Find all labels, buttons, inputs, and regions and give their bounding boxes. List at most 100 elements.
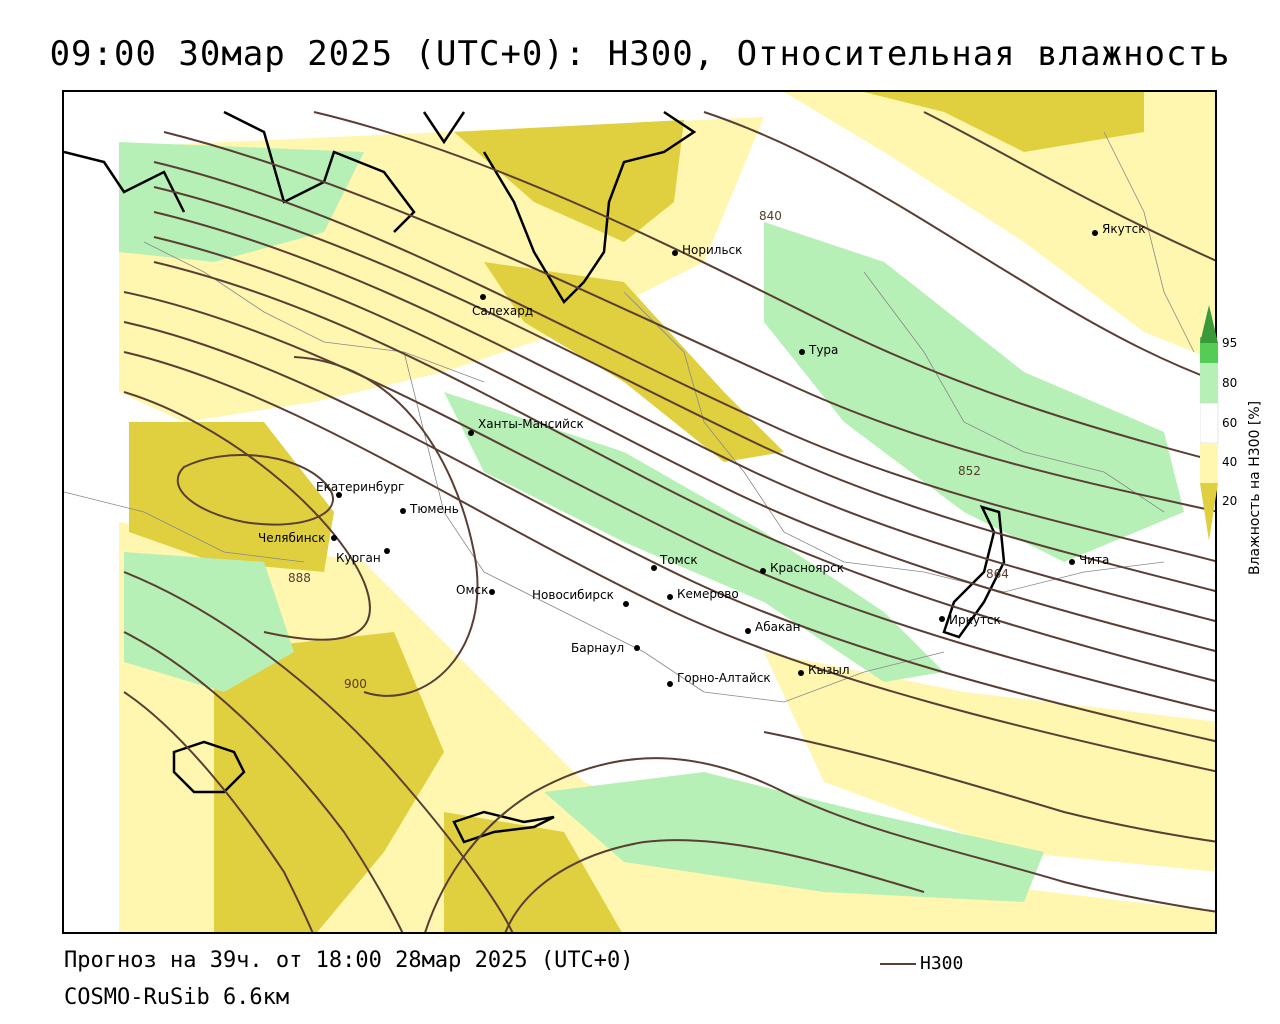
colorbar-tick: 60 [1222, 416, 1237, 430]
svg-text:Якутск: Якутск [1102, 222, 1146, 236]
humidity-field-very-low-kazakh [444, 812, 622, 932]
isoline [153, 211, 1215, 623]
city-kyzyl: Кызыл [798, 663, 850, 677]
map-title: 09:00 30мар 2025 (UTC+0): H300, Относите… [49, 34, 1231, 74]
city-chita: Чита [1069, 553, 1109, 567]
svg-text:Екатеринбург: Екатеринбург [316, 480, 404, 494]
city-yakutsk: Якутск [1092, 222, 1146, 236]
svg-text:Тура: Тура [808, 343, 838, 357]
svg-text:Омск: Омск [456, 583, 488, 597]
isoline [153, 236, 1215, 652]
legend-line-label: H300 [920, 953, 964, 974]
isoline [123, 351, 1215, 773]
svg-text:Кызыл: Кызыл [808, 663, 850, 677]
humidity-field-moderate-east [764, 222, 1184, 562]
humidity-field-low-north-east [784, 92, 1215, 361]
isoline-ural-closed [176, 454, 334, 526]
humidity-field-moderate-band [444, 392, 944, 682]
city-novosibirsk: Новосибирск [532, 588, 629, 607]
city-barnaul: Барнаул [571, 641, 640, 655]
city-norilsk: Норильск [672, 243, 742, 257]
city-kemerovo: Кемерово [667, 587, 739, 601]
colorbar-tick: 95 [1222, 336, 1237, 350]
isoline [763, 731, 1215, 843]
city-omsk: Омск [456, 583, 495, 597]
isoline-label: 888 [288, 571, 311, 585]
colorbar-segment-40 [1200, 443, 1218, 483]
svg-text:Ханты-Мансийск: Ханты-Мансийск [478, 417, 584, 431]
coastline-yamal [482, 110, 697, 305]
isoline-label: 840 [759, 209, 782, 223]
isoline [123, 291, 1215, 713]
humidity-field-low-south-east [764, 652, 1215, 872]
isoline [163, 131, 1215, 513]
colorbar-tick: 40 [1222, 455, 1237, 469]
colorbar-segment-80 [1200, 363, 1218, 403]
humidity-field-very-low-south [214, 632, 444, 932]
colorbar-tick: 80 [1222, 376, 1237, 390]
isoline [153, 261, 1215, 682]
svg-text:Барнаул: Барнаул [571, 641, 624, 655]
svg-text:Тюмень: Тюмень [409, 502, 459, 516]
h300-isolines [123, 111, 1215, 932]
isoline [313, 111, 1215, 462]
city-tyumen: Тюмень [400, 502, 459, 516]
coastline-ural-bay [223, 110, 416, 233]
svg-text:Иркутск: Иркутск [949, 613, 1001, 627]
city-khanty-mansiysk: Ханты-Мансийск [468, 417, 584, 436]
isoline [293, 356, 479, 697]
humidity-field-moderate-south [544, 772, 1044, 902]
humidity-field-very-low-band [484, 262, 784, 462]
isoline-label: 864 [986, 567, 1009, 581]
isoline [153, 161, 1215, 563]
map-area: 840 852 864 888 900 Якутск Норильск Сале… [62, 90, 1217, 934]
isoline [923, 111, 1215, 262]
isoline-south-dip [424, 757, 1215, 932]
svg-text:Чита: Чита [1079, 553, 1109, 567]
city-abakan: Абакан [745, 620, 800, 634]
city-krasnoyarsk: Красноярск [760, 561, 844, 575]
city-salekhard: Салехард [472, 294, 533, 318]
isoline [123, 391, 371, 641]
city-yekaterinburg: Екатеринбург [316, 480, 404, 498]
coastline-west [64, 150, 186, 213]
region-borders [64, 131, 1195, 703]
colorbar-title: Влажность на Н300 [%] [1247, 400, 1263, 575]
isoline-labels: 840 852 864 888 900 [288, 209, 1009, 691]
city-irkutsk: Иркутск [939, 613, 1001, 627]
isoline-label: 852 [958, 464, 981, 478]
isoline-label: 900 [344, 677, 367, 691]
svg-text:Норильск: Норильск [682, 243, 742, 257]
colorbar-tick: 20 [1222, 494, 1237, 508]
isoline [123, 631, 404, 932]
city-kurgan: Курган [336, 548, 390, 565]
cities: Якутск Норильск Салехард Тура Ханты-Манс… [258, 222, 1146, 687]
city-gorno-altaysk: Горно-Алтайск [667, 671, 771, 687]
coastline-aral [172, 740, 246, 794]
coastline-baikal [942, 505, 1006, 639]
coastlines [64, 110, 1006, 844]
coastline-novaya-zemlya [422, 111, 466, 145]
humidity-colorbar: 95 80 60 40 20 [1200, 305, 1237, 541]
colorbar-bottom-arrow [1200, 483, 1218, 541]
isoline [703, 111, 1215, 382]
humidity-field-very-low-north-east [864, 92, 1144, 152]
model-name: COSMO-RuSib 6.6км [64, 985, 290, 1010]
weather-map: 840 852 864 888 900 Якутск Норильск Сале… [64, 92, 1215, 932]
legend-line-swatch [880, 962, 916, 965]
svg-text:Челябинск: Челябинск [258, 531, 325, 545]
colorbar-segment-60 [1200, 402, 1219, 444]
svg-text:Абакан: Абакан [755, 620, 800, 634]
forecast-info: Прогноз на 39ч. от 18:00 28мар 2025 (UTC… [64, 948, 634, 973]
legend-h300: H300 [880, 953, 963, 974]
isoline [123, 691, 314, 932]
humidity-field-very-low-north [454, 120, 684, 242]
svg-text:Новосибирск: Новосибирск [532, 588, 614, 602]
isoline [504, 839, 925, 932]
svg-text:Томск: Томск [659, 553, 698, 567]
colorbar-top-arrow [1200, 305, 1218, 343]
isoline [123, 571, 514, 932]
coastline-balkhash [452, 810, 555, 844]
svg-text:Горно-Алтайск: Горно-Алтайск [677, 671, 771, 685]
city-tomsk: Томск [651, 553, 698, 571]
